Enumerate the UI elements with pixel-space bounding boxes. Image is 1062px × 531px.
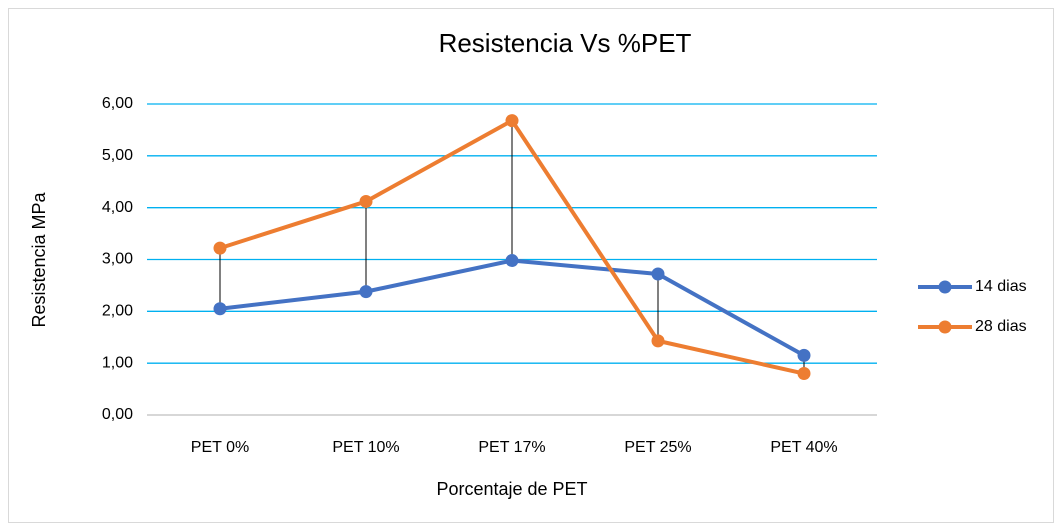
chart-title: Resistencia Vs %PET — [439, 28, 692, 58]
y-tick-label: 6,00 — [102, 95, 133, 112]
y-axis-label: Resistencia MPa — [29, 191, 49, 327]
data-point — [505, 254, 519, 268]
x-tick-label: PET 17% — [478, 439, 545, 456]
data-point — [359, 194, 373, 208]
chart-border — [8, 8, 1054, 523]
data-point — [359, 285, 373, 299]
y-tick-label: 3,00 — [102, 251, 133, 268]
data-point — [651, 267, 665, 281]
data-point — [213, 302, 227, 316]
legend-label: 14 dias — [975, 278, 1027, 295]
data-point — [797, 367, 811, 381]
x-tick-label: PET 10% — [332, 439, 399, 456]
legend-marker — [938, 280, 952, 294]
y-tick-label: 0,00 — [102, 406, 133, 423]
y-tick-label: 5,00 — [102, 147, 133, 164]
data-point — [651, 334, 665, 348]
data-point — [213, 241, 227, 255]
x-tick-label: PET 40% — [770, 439, 837, 456]
legend-marker — [938, 320, 952, 334]
x-tick-label: PET 0% — [191, 439, 249, 456]
legend-label: 28 dias — [975, 318, 1027, 335]
y-tick-label: 1,00 — [102, 354, 133, 371]
y-tick-label: 2,00 — [102, 303, 133, 320]
x-axis-label: Porcentaje de PET — [436, 479, 587, 499]
data-point — [797, 348, 811, 362]
x-tick-label: PET 25% — [624, 439, 691, 456]
data-point — [505, 114, 519, 128]
y-tick-label: 4,00 — [102, 199, 133, 216]
